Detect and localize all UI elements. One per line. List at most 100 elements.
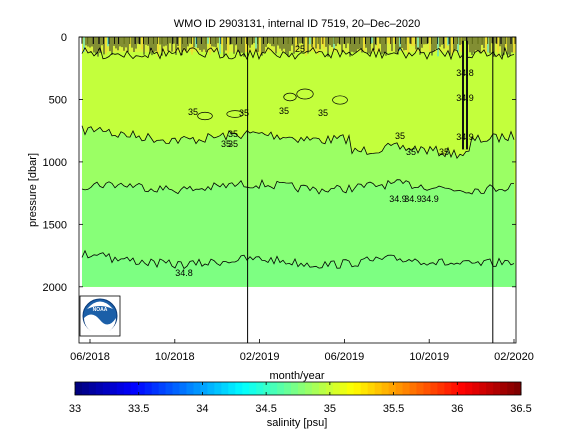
colorbar-swatch (423, 382, 431, 395)
contour-label: 35 (228, 139, 238, 149)
colorbar-tick-label: 35.5 (383, 403, 404, 415)
colorbar-swatch (158, 382, 166, 395)
colorbar-swatch (430, 382, 438, 395)
colorbar-swatch (479, 382, 487, 395)
contour-line-34.9 (81, 179, 514, 195)
contour-label: 35 (279, 106, 289, 116)
contour-label: 34.9 (456, 93, 474, 103)
colorbar-swatch (493, 382, 501, 395)
colorbar-swatch (102, 382, 111, 395)
colorbar-swatch (214, 382, 222, 395)
colorbar-tick-label: 33.5 (128, 403, 149, 415)
colorbar-swatch (416, 382, 424, 395)
colorbar-swatch (242, 382, 250, 395)
colorbar-swatch (186, 382, 194, 395)
colorbar-swatch (151, 382, 160, 395)
colorbar-swatch (374, 382, 383, 395)
colorbar-swatch (367, 382, 376, 395)
colorbar-swatch (130, 382, 139, 395)
colorbar-swatch (249, 382, 257, 395)
contour-label: 34.9 (421, 194, 439, 204)
colorbar-tick-label: 34 (196, 403, 208, 415)
colorbar-swatch (75, 382, 83, 395)
x-tick-label: 06/2019 (325, 351, 365, 363)
colorbar-swatch (325, 382, 334, 395)
contour-label: 35 (395, 131, 405, 141)
x-axis-label: month/year (269, 370, 324, 382)
colorbar-swatch (109, 382, 118, 395)
y-tick-label: 1500 (43, 219, 67, 231)
colorbar-tick-label: 36 (451, 403, 463, 415)
x-tick-label: 06/2018 (70, 351, 110, 363)
y-tick-label: 500 (49, 94, 67, 106)
contour-label: 35 (439, 147, 449, 157)
colorbar-swatch (318, 382, 327, 395)
colorbar-tick-label: 34.5 (255, 403, 276, 415)
noaa-logo-wave (84, 314, 116, 334)
contour-label: 35 (228, 129, 238, 139)
noaa-logo: NOAA (79, 295, 121, 337)
colorbar-swatch (144, 382, 153, 395)
colorbar-swatch (263, 382, 271, 395)
axes-frame (78, 36, 517, 344)
colorbar-swatch (228, 382, 236, 395)
colorbar-swatch (395, 382, 403, 395)
colorbar-swatch (298, 382, 306, 395)
colorbar-swatch (277, 382, 285, 395)
noaa-logo-bird (87, 301, 113, 309)
salinity-layer-3 (82, 250, 516, 287)
contour-label: 35 (318, 108, 328, 118)
x-tick-label: 10/2018 (155, 351, 195, 363)
contour-label: 35 (406, 147, 416, 157)
colorbar-swatch (465, 382, 473, 395)
colorbar: 33 33.5 34 34.5 35 35.5 36 36.5 (69, 381, 532, 415)
colorbar-swatch (514, 382, 522, 395)
colorbar-swatch (381, 382, 389, 395)
colorbar-swatch (500, 382, 508, 395)
colorbar-swatch (137, 382, 146, 395)
colorbar-label: salinity [psu] (267, 417, 328, 429)
colorbar-swatch (116, 382, 125, 395)
colorbar-swatch (81, 382, 90, 395)
colorbar-tick-label: 36.5 (510, 403, 531, 415)
y-tick-label: 1000 (43, 157, 67, 169)
contour-line-35 (81, 125, 515, 160)
colorbar-swatch (284, 382, 292, 395)
colorbar-swatch (200, 382, 208, 395)
colorbar-swatch (165, 382, 173, 395)
chart-title: WMO ID 2903131, internal ID 7519, 20–Dec… (174, 18, 420, 30)
colorbar-swatch (221, 382, 229, 395)
colorbar-swatch (339, 382, 348, 395)
contour-label: 35 (221, 139, 231, 149)
noaa-logo-text: NOAA (93, 307, 108, 313)
colorbar-swatch (360, 382, 369, 395)
contour-label: 34.9 (389, 194, 407, 204)
contour-blob (226, 110, 244, 118)
contour-label: 34.9 (404, 194, 422, 204)
colorbar-swatch (193, 382, 201, 395)
colorbar-swatch (291, 382, 299, 395)
contour-blob (283, 92, 297, 102)
colorbar-swatch (270, 382, 278, 395)
colorbar-swatch (507, 382, 515, 395)
colorbar-tick-label: 35 (324, 403, 336, 415)
colorbar-swatch (353, 382, 362, 395)
contour-label: 34.9 (456, 132, 474, 142)
colorbar-swatch (235, 382, 243, 395)
colorbar-swatch (88, 382, 97, 395)
contour-label: 34.8 (175, 268, 193, 278)
colorbar-swatch (123, 382, 132, 395)
colorbar-swatch (472, 382, 480, 395)
colorbar-swatch (402, 382, 410, 395)
colorbar-swatch (304, 382, 313, 395)
y-tick-label: 2000 (43, 282, 67, 294)
colorbar-swatch (207, 382, 215, 395)
colorbar-tick-label: 33 (69, 403, 81, 415)
colorbar-swatch (332, 382, 341, 395)
contour-line-34.8 (81, 249, 515, 270)
x-tick-label: 02/2019 (240, 351, 280, 363)
colorbar-swatch (256, 382, 264, 395)
colorbar-swatch (179, 382, 187, 395)
